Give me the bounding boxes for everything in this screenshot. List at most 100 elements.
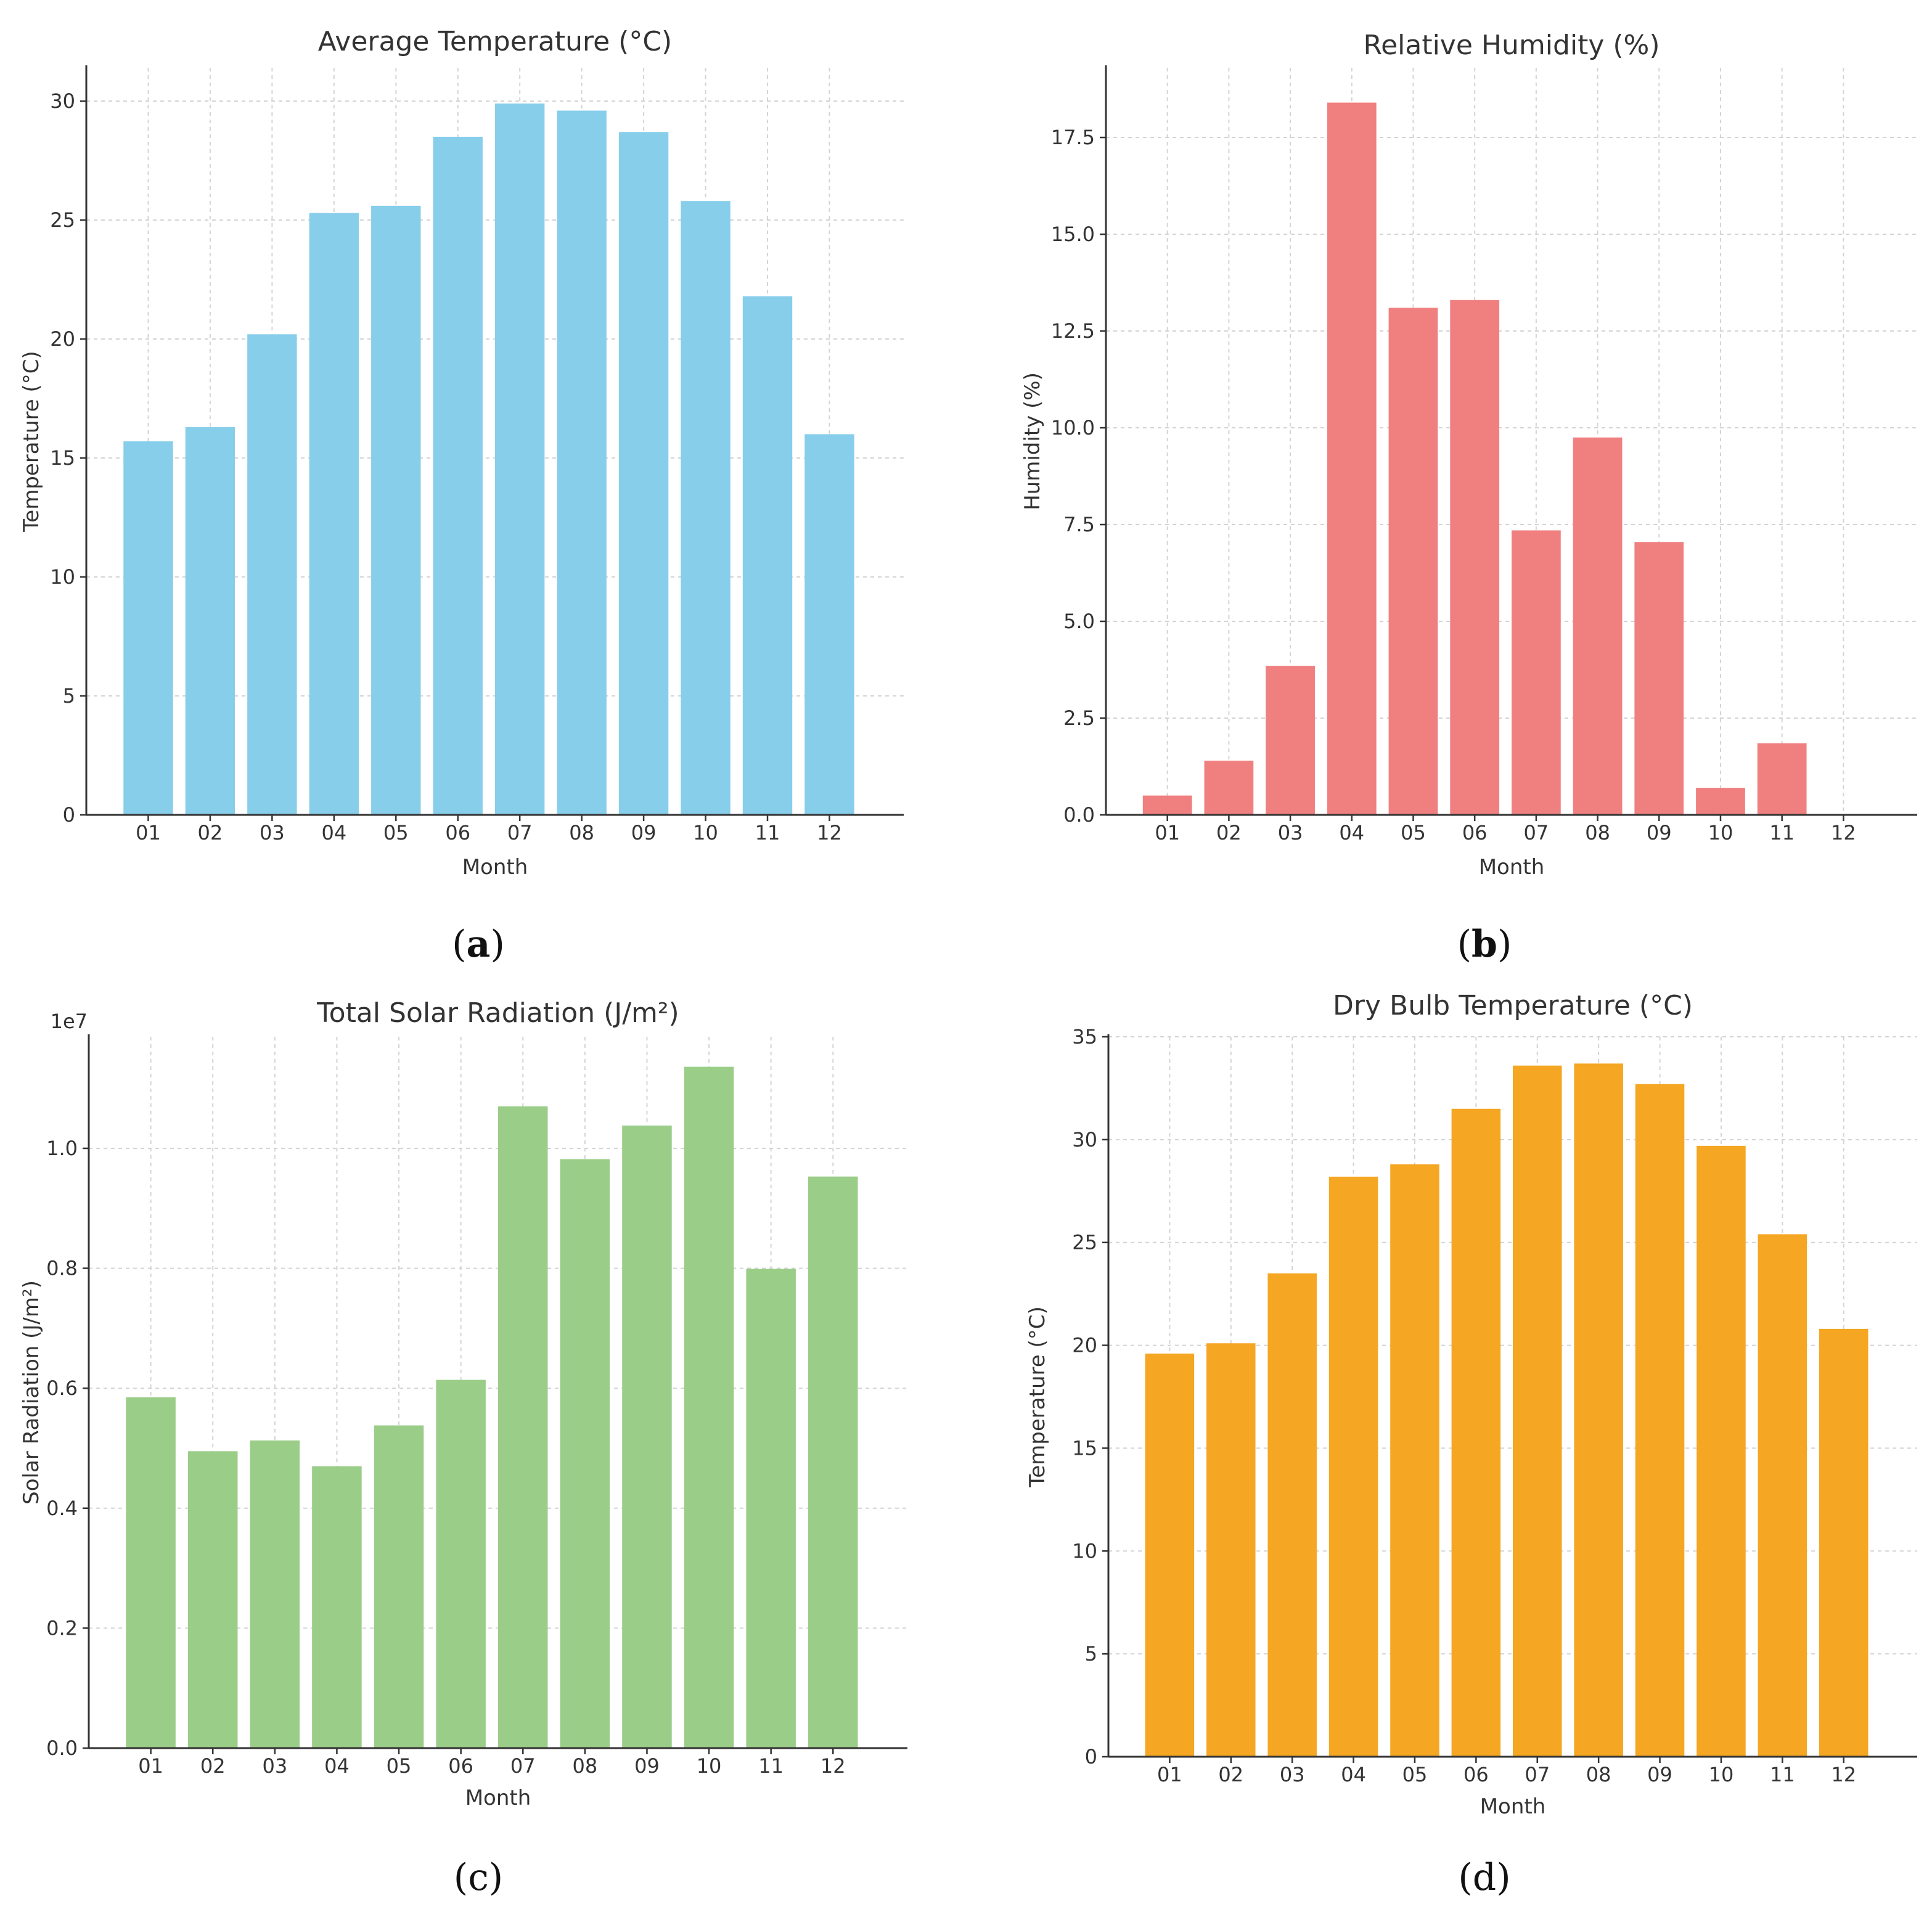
x-tick-label: 09 <box>1647 1763 1672 1786</box>
bar-12 <box>808 1176 858 1748</box>
x-tick-label: 05 <box>383 821 409 844</box>
y-tick-label: 12.5 <box>1051 319 1095 343</box>
x-tick-label: 09 <box>631 821 657 844</box>
y-tick-label: 20 <box>50 327 75 351</box>
bar-03 <box>247 334 297 815</box>
y-tick-label: 30 <box>50 89 75 113</box>
x-tick-label: 12 <box>1831 821 1856 844</box>
y-tick-label: 25 <box>50 208 75 232</box>
x-tick-label: 06 <box>445 821 470 844</box>
chart-title: Total Solar Radiation (J/m²) <box>316 997 679 1029</box>
panel-caption: (b) <box>1457 923 1512 966</box>
x-tick-label: 11 <box>1770 1763 1795 1786</box>
bar-06 <box>436 1380 486 1748</box>
x-tick-label: 01 <box>138 1754 163 1778</box>
bar-03 <box>1266 666 1315 815</box>
bar-11 <box>1758 1234 1807 1757</box>
x-tick-label: 05 <box>387 1754 412 1778</box>
y-tick-label: 17.5 <box>1051 126 1095 149</box>
x-tick-label: 04 <box>321 821 346 844</box>
bar-08 <box>1573 437 1623 815</box>
bar-04 <box>1327 102 1377 815</box>
y-tick-label: 30 <box>1072 1128 1097 1151</box>
chart-title: Average Temperature (°C) <box>318 26 672 57</box>
bar-04 <box>312 1466 362 1748</box>
panel-caption: (d) <box>1458 1856 1510 1899</box>
x-tick-label: 06 <box>1463 1763 1489 1786</box>
x-tick-label: 09 <box>634 1754 660 1778</box>
bar-07 <box>1513 1065 1562 1757</box>
bar-10 <box>684 1066 734 1748</box>
bar-08 <box>557 110 607 815</box>
y-tick-label: 0.0 <box>1063 803 1095 827</box>
panel-caption: (a) <box>452 923 505 966</box>
x-tick-label: 07 <box>510 1754 536 1778</box>
bar-09 <box>618 132 669 815</box>
bar-05 <box>1390 1164 1439 1757</box>
bar-01 <box>126 1397 176 1748</box>
y-tick-label: 7.5 <box>1063 513 1095 536</box>
x-tick-label: 03 <box>260 821 285 844</box>
x-tick-label: 12 <box>1831 1763 1856 1786</box>
x-tick-label: 02 <box>198 821 223 844</box>
x-tick-label: 10 <box>693 821 718 844</box>
bar-02 <box>187 1451 238 1748</box>
bar-07 <box>498 1106 548 1748</box>
bar-02 <box>1204 761 1254 815</box>
x-tick-label: 11 <box>755 821 780 844</box>
bar-03 <box>250 1440 300 1748</box>
x-tick-label: 01 <box>1155 821 1180 844</box>
y-tick-label: 5.0 <box>1063 610 1095 633</box>
x-tick-label: 10 <box>1709 1763 1734 1786</box>
x-tick-label: 02 <box>1216 821 1242 844</box>
bar-05 <box>371 205 421 815</box>
bar-01 <box>1142 795 1192 815</box>
bar-03 <box>1267 1273 1317 1757</box>
x-tick-label: 06 <box>1462 821 1488 844</box>
bar-11 <box>1757 743 1807 815</box>
bar-12 <box>1819 1328 1869 1757</box>
bar-09 <box>1634 542 1684 815</box>
bar-08 <box>1574 1063 1623 1757</box>
bar-10 <box>1697 1145 1746 1757</box>
axis-offset-label: 1e7 <box>51 1010 88 1033</box>
y-tick-label: 0 <box>1085 1745 1097 1768</box>
y-tick-label: 10.0 <box>1051 416 1095 439</box>
y-tick-label: 0.2 <box>46 1616 78 1640</box>
x-tick-label: 04 <box>1341 1763 1366 1786</box>
y-tick-label: 15 <box>1072 1436 1097 1460</box>
x-tick-label: 07 <box>1525 1763 1550 1786</box>
x-axis-label: Month <box>465 1786 531 1810</box>
y-axis-label: Humidity (%) <box>1020 372 1045 510</box>
bar-09 <box>622 1126 672 1748</box>
x-tick-label: 11 <box>758 1754 784 1778</box>
x-axis-label: Month <box>1480 1794 1546 1819</box>
x-tick-label: 06 <box>448 1754 473 1778</box>
bar-04 <box>309 213 359 815</box>
bar-01 <box>1145 1353 1195 1757</box>
y-tick-label: 15.0 <box>1051 223 1095 246</box>
bar-06 <box>433 136 483 815</box>
x-tick-label: 04 <box>324 1754 350 1778</box>
x-tick-label: 04 <box>1339 821 1364 844</box>
x-tick-label: 05 <box>1402 1763 1428 1786</box>
y-axis-label: Temperature (°C) <box>19 351 44 532</box>
bar-05 <box>374 1425 424 1748</box>
x-tick-label: 08 <box>572 1754 597 1778</box>
y-tick-label: 0.4 <box>46 1497 78 1520</box>
x-tick-label: 11 <box>1769 821 1795 844</box>
bar-02 <box>185 427 235 815</box>
bar-09 <box>1635 1084 1685 1757</box>
y-tick-label: 25 <box>1072 1231 1097 1254</box>
bar-06 <box>1451 1108 1501 1757</box>
bar-11 <box>742 296 793 815</box>
x-axis-label: Month <box>1479 855 1545 880</box>
x-tick-label: 08 <box>569 821 594 844</box>
chart-panel-c: 0.0 0.2 0.4 0.6 0.8 1.0 01 02 03 04 05 06 07 08 09 10 11… <box>19 997 907 1899</box>
bar-11 <box>746 1269 796 1748</box>
chart-panel-b: 0.0 2.5 5.0 7.5 10.0 12.5 15.0 17.5 01 02 03 04 05 06… <box>1020 30 1917 966</box>
x-tick-label: 12 <box>821 1754 846 1778</box>
